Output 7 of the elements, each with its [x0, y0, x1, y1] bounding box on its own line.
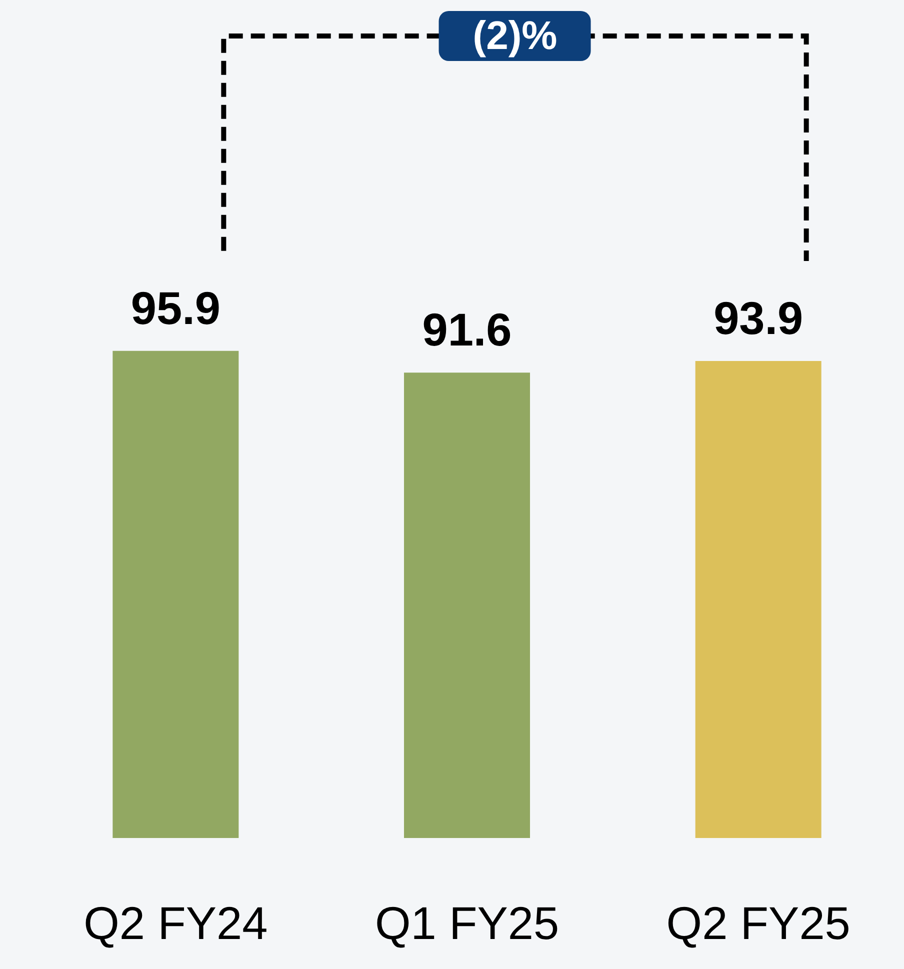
x-tick-label: Q2 FY25: [666, 897, 850, 949]
data-label: 93.9: [714, 292, 804, 344]
data-label: 91.6: [422, 304, 512, 356]
data-label: 95.9: [130, 282, 220, 334]
x-tick-label: Q2 FY24: [84, 897, 268, 949]
x-tick-label: Q1 FY25: [374, 897, 560, 949]
text: (2)%: [438, 11, 592, 61]
